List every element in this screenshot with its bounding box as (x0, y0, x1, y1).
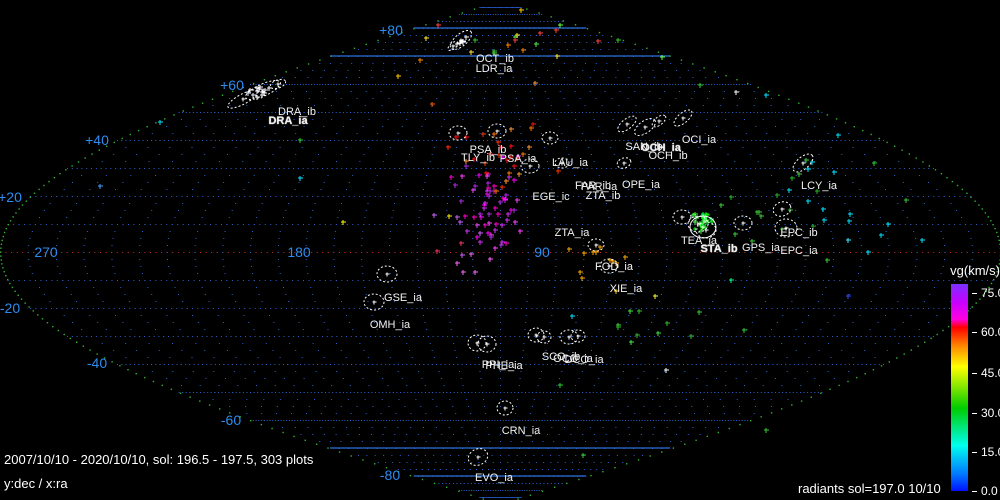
radiant-label: OPE_ia (622, 179, 660, 191)
status-date-range: 2007/10/10 - 2020/10/10, sol: 196.5 - 19… (4, 452, 314, 467)
colorbar-tick-value: 60.0 (981, 325, 1000, 340)
colorbar-tick-value: 15.0 (981, 445, 1000, 460)
colorbar-tick-mark (972, 373, 977, 375)
radiant-label: DCO_ia (564, 354, 604, 366)
axis-tick-label: -40 (86, 355, 108, 371)
colorbar-tick-mark (972, 413, 977, 415)
radiant-label: PSA_ib (469, 144, 507, 156)
colorbar-tick: 60.0 (972, 325, 1000, 339)
radiant-label: LAU_ia (551, 157, 589, 169)
radiant-label: LCY_ia (800, 180, 838, 192)
radiant-label: XIE_ia (609, 283, 643, 295)
colorbar-tick-value: 30.0 (981, 405, 1000, 420)
colorbar-title: vg(km/s) (950, 263, 1000, 278)
status-axis-legend: y:dec / x:ra (4, 476, 68, 491)
axis-tick-label: 270 (34, 244, 58, 260)
radiant-label: LDR_ia (475, 63, 513, 75)
radiant-label: GSE_ia (384, 292, 422, 304)
axis-tick-label: -60 (220, 412, 242, 428)
colorbar-tick: 15.0 (972, 445, 1000, 459)
radiant-label: DRA_ia (268, 115, 308, 127)
axis-tick-label: +80 (379, 22, 403, 38)
colorbar-tick-mark (972, 491, 977, 493)
radiant-label: FOD_ia (595, 261, 633, 273)
axis-tick-label: -20 (0, 300, 21, 316)
radiant-label: OCO_ia (553, 353, 593, 365)
colorbar-tick: 0.0 (972, 484, 998, 498)
colorbar-tick: 75.0 (972, 286, 1000, 300)
colorbar-tick: 30.0 (972, 406, 1000, 420)
colorbar-tick-mark (972, 293, 977, 295)
radiant-label: PAR_ia (580, 181, 618, 193)
radiant-label: OCT_ib (476, 53, 514, 65)
colorbar-tick-value: 0.0 (981, 484, 998, 498)
radiant-label: PPI_ia (481, 359, 515, 371)
radiant-label: EGE_ic (532, 191, 570, 203)
status-radiants-sol: radiants sol=197.0 10/10 (798, 481, 941, 496)
radiant-label: OCH_ia (641, 142, 681, 154)
radiant-label: SCO_ib (541, 351, 581, 363)
radiant-label: TLY_ib (460, 152, 496, 164)
axis-tick-label: +20 (0, 189, 22, 205)
radiant-label: FAR_ib (574, 180, 612, 192)
radiant-label: SAN_ib (625, 141, 663, 153)
colorbar-tick-value: 45.0 (981, 366, 1000, 380)
colorbar-tick-mark (972, 332, 977, 334)
radiant-label: CRN_ia (501, 425, 541, 437)
radiant-label: PSA_ia (499, 153, 537, 165)
colorbar-tick-mark (972, 452, 977, 454)
axis-tick-label: +40 (85, 132, 109, 148)
axis-tick-label: 180 (287, 244, 311, 260)
radiant-label: OCH_ib (648, 150, 688, 162)
radiant-group-ellipses (227, 29, 814, 466)
radiant-label: ZTA_ia (554, 227, 590, 239)
axis-tick-label: -80 (379, 467, 401, 483)
colorbar-gradient (951, 284, 968, 491)
radiant-label: TEA_ia (680, 235, 718, 247)
colorbar-tick-value: 75.0 (981, 285, 1000, 300)
radiant-label: OMH_ia (369, 319, 411, 331)
radiant-label: EPC_ia (780, 245, 818, 257)
radiant-label: DRA_ib (278, 106, 316, 118)
radiant-label: OCI_ia (681, 134, 717, 146)
radiant-label: ZTA_ib (585, 190, 621, 202)
colorbar-tick: 45.0 (972, 366, 1000, 380)
axis-tick-label: +60 (220, 77, 244, 93)
radiant-label: EVO_ia (475, 472, 513, 484)
axis-tick-label: 90 (534, 244, 550, 260)
grid-dots (0, 7, 1000, 500)
radiant-label: GPS_ia (742, 242, 780, 254)
radiant-label: STA_ib (700, 243, 738, 255)
radiant-label: PHE_ia (485, 360, 523, 372)
radiant-points (98, 8, 925, 458)
radiant-label: EPC_ib (780, 227, 818, 239)
